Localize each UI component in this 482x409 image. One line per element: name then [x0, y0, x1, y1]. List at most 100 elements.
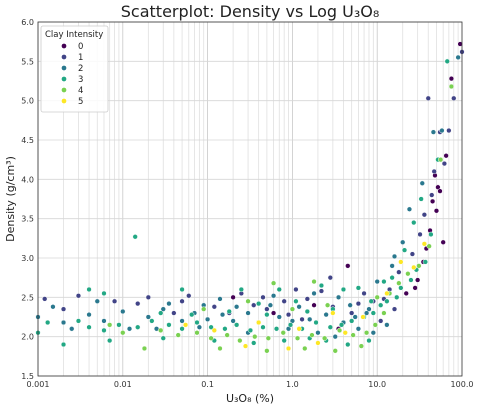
legend-label: 5	[78, 97, 83, 107]
data-point	[396, 280, 402, 286]
legend-box	[40, 25, 109, 113]
data-point	[107, 322, 113, 328]
data-point	[381, 278, 387, 285]
data-point	[233, 304, 240, 310]
data-point	[204, 316, 211, 323]
data-point	[443, 153, 449, 159]
y-tick-label: 5.5	[21, 57, 34, 66]
data-point	[455, 54, 461, 61]
legend-label: 4	[78, 86, 83, 96]
data-point	[417, 231, 423, 238]
data-point	[256, 319, 262, 326]
data-point	[126, 326, 133, 332]
data-point	[419, 180, 425, 186]
data-point	[398, 259, 404, 265]
data-point	[446, 127, 452, 134]
data-point	[276, 314, 282, 320]
x-tick-label: 1.0	[286, 380, 299, 389]
data-point	[318, 288, 325, 294]
data-point	[179, 298, 185, 304]
data-point	[252, 334, 258, 340]
data-point	[350, 332, 356, 338]
data-point	[251, 302, 257, 308]
data-point	[352, 314, 358, 320]
data-point	[158, 327, 164, 334]
data-point	[363, 330, 370, 336]
data-point	[217, 296, 223, 302]
y-tick-label: 3.0	[21, 254, 34, 263]
data-point	[313, 319, 319, 326]
data-point	[406, 206, 413, 212]
data-point	[293, 298, 299, 304]
data-point	[360, 314, 366, 320]
data-point	[132, 234, 138, 240]
data-point	[441, 160, 448, 167]
data-point	[245, 310, 251, 316]
data-point	[267, 302, 274, 308]
data-point	[366, 306, 372, 312]
data-point	[311, 302, 317, 308]
data-point	[208, 335, 214, 341]
data-point	[233, 322, 240, 328]
data-point	[196, 324, 203, 330]
data-point	[366, 337, 372, 344]
data-point	[179, 318, 185, 324]
data-point	[208, 324, 214, 330]
data-point	[287, 322, 294, 328]
data-point	[437, 157, 444, 163]
data-point	[411, 219, 417, 226]
data-point	[433, 208, 440, 214]
data-point	[358, 343, 364, 349]
data-point	[411, 264, 417, 271]
data-point	[448, 83, 455, 90]
data-point	[285, 345, 292, 352]
data-point	[260, 324, 266, 330]
y-tick-label: 4.5	[21, 136, 34, 145]
data-point	[264, 348, 270, 354]
data-point	[349, 310, 355, 316]
data-point	[281, 298, 287, 304]
data-point	[60, 341, 67, 348]
data-point	[336, 327, 343, 334]
data-point	[264, 306, 270, 312]
data-point	[412, 285, 418, 291]
data-point	[384, 322, 390, 328]
data-point	[321, 335, 328, 341]
data-point	[398, 285, 404, 291]
data-point	[224, 332, 230, 338]
data-point	[340, 286, 347, 293]
data-point	[211, 327, 217, 334]
y-tick-label: 6.0	[21, 18, 34, 27]
data-point	[318, 282, 325, 289]
legend-marker	[61, 98, 67, 104]
data-point	[394, 294, 400, 300]
data-point	[111, 298, 118, 304]
data-point	[405, 271, 411, 277]
data-point	[175, 332, 181, 338]
data-point	[194, 319, 200, 326]
data-point	[75, 293, 82, 299]
data-point	[285, 311, 292, 318]
data-point	[361, 290, 367, 297]
data-point	[304, 296, 310, 302]
data-point	[179, 326, 185, 332]
data-point	[374, 278, 380, 285]
data-point	[431, 168, 437, 175]
x-tick-label: 0.1	[201, 380, 214, 389]
data-point	[50, 304, 56, 310]
data-point	[141, 345, 148, 352]
data-point	[265, 335, 271, 341]
legend-marker	[61, 76, 67, 82]
y-axis-ticks: 1.5 2.0 2.5 3.0 3.5 4.0 4.5 5.0 5.5 6.0	[21, 18, 34, 381]
data-point	[245, 298, 251, 304]
data-point	[330, 310, 336, 316]
legend-marker	[61, 87, 67, 93]
data-point	[276, 286, 282, 293]
data-point	[355, 300, 362, 307]
data-point	[247, 327, 254, 334]
y-tick-label: 1.5	[21, 372, 34, 381]
legend-label: 0	[78, 42, 83, 52]
data-point	[260, 294, 266, 300]
data-point	[296, 326, 302, 332]
